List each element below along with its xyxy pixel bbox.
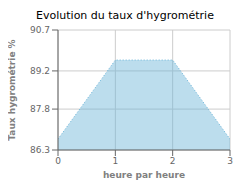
svg-text:heure par heure: heure par heure xyxy=(103,170,185,180)
svg-text:3: 3 xyxy=(227,156,233,166)
svg-text:87.8: 87.8 xyxy=(30,104,50,114)
svg-text:89.2: 89.2 xyxy=(30,66,50,76)
svg-text:2: 2 xyxy=(170,156,176,166)
html-text:Evolution du taux d'hygrométri: Evolution du taux d'hygrométrie xyxy=(36,9,214,22)
svg-text:1: 1 xyxy=(112,156,118,166)
svg-text:90.7: 90.7 xyxy=(30,25,50,35)
svg-text:86.3: 86.3 xyxy=(30,145,50,155)
svg-text:Taux hygrométrie %: Taux hygrométrie % xyxy=(8,39,17,140)
svg-text:0: 0 xyxy=(55,156,61,166)
